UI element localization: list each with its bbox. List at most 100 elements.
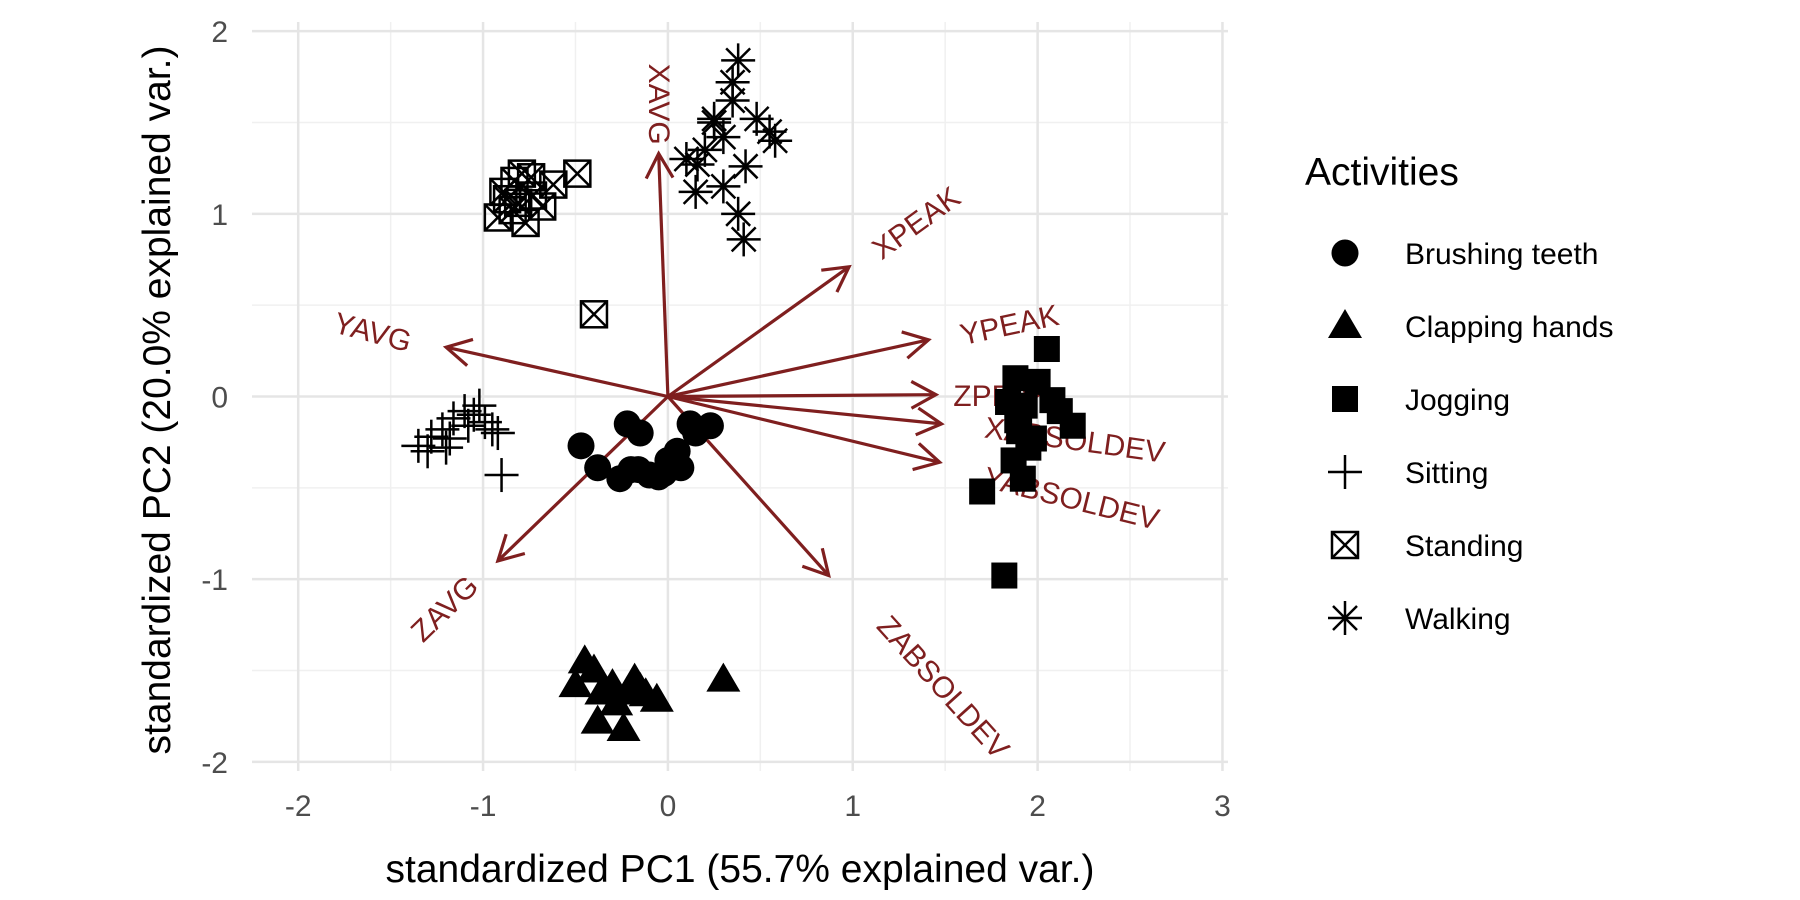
y-tick-label: 1 (211, 199, 228, 232)
legend-label: Jogging (1405, 384, 1510, 417)
loading-yavg: YAVG (330, 307, 669, 399)
legend-key (1332, 386, 1358, 412)
data-point (580, 704, 615, 734)
arrow-label: ZAVG (405, 570, 485, 649)
series-clapping-hands (558, 644, 741, 741)
legend-key (1328, 455, 1362, 489)
arrow-head (901, 330, 932, 360)
data-point (475, 412, 510, 447)
arrow-head (442, 337, 474, 367)
arrow-head (644, 150, 675, 180)
x-tick-label: 1 (844, 790, 861, 823)
arrow-head (912, 442, 943, 472)
data-point (663, 437, 691, 465)
data-point (697, 101, 732, 136)
data-point (706, 169, 741, 204)
data-point (639, 682, 674, 712)
legend-title: Activities (1305, 151, 1459, 194)
series-jogging (969, 336, 1086, 589)
data-point (626, 419, 654, 447)
y-tick-label: 2 (211, 16, 228, 49)
data-point (489, 177, 518, 207)
arrow-label: YAVG (330, 307, 415, 359)
x-tick-label: -1 (470, 790, 497, 823)
data-point (429, 430, 464, 465)
arrow-head (821, 264, 852, 293)
legend-item: Standing (1330, 530, 1523, 563)
data-point (680, 147, 715, 182)
legend-label: Walking (1405, 603, 1511, 636)
data-point (447, 394, 482, 429)
data-point (969, 478, 996, 505)
data-point (558, 668, 593, 698)
data-point (728, 149, 763, 184)
arrow-shaft (445, 345, 669, 399)
data-point (576, 653, 611, 683)
legend-item: Brushing teeth (1331, 238, 1598, 271)
arrow-shaft (657, 153, 670, 397)
data-point (623, 671, 658, 701)
data-point (563, 159, 592, 188)
legend-key (1331, 239, 1359, 267)
legend-item: Jogging (1332, 384, 1510, 417)
legend-item: Walking (1328, 601, 1511, 636)
data-point (432, 421, 467, 456)
data-point (721, 43, 756, 78)
arrow-shaft (667, 394, 942, 426)
data-point (617, 456, 645, 484)
arrow-shaft (667, 338, 929, 399)
arrow-shaft (667, 393, 936, 399)
data-point (462, 388, 497, 423)
series-standing (483, 159, 609, 329)
loading-xabsoldev: XABSOLDEV (667, 394, 1167, 470)
loading-yabsoldev: YABSOLDEV (667, 394, 1162, 537)
arrow-label: XPEAK (866, 181, 966, 267)
data-point (1009, 465, 1036, 492)
data-point (567, 432, 595, 460)
y-tick-label: 0 (211, 382, 228, 415)
data-point (721, 196, 756, 231)
data-point (451, 408, 486, 443)
legend-key (1328, 601, 1362, 635)
data-point (484, 458, 519, 493)
axis-ticks: -2 -1 0 1 2 3 -2 -1 0 1 2 (201, 16, 1230, 823)
series-walking (669, 43, 793, 257)
arrow-head (910, 380, 940, 410)
arrow-label: XAVG (642, 64, 675, 145)
series-sitting (401, 388, 519, 493)
data-point (758, 123, 793, 158)
legend-item: Sitting (1328, 455, 1488, 490)
x-tick-label: 0 (660, 790, 677, 823)
data-point (752, 114, 787, 149)
data-point (726, 222, 761, 257)
data-points (401, 43, 1086, 741)
data-point (480, 416, 515, 451)
arrow-head (915, 406, 945, 437)
data-point (503, 188, 533, 218)
data-point (715, 65, 750, 100)
series-brushing-teeth (567, 410, 724, 493)
data-point (1059, 412, 1086, 439)
legend-label: Brushing teeth (1405, 238, 1598, 271)
x-axis-label: standardized PC1 (55.7% explained var.) (386, 848, 1095, 891)
data-point (706, 662, 741, 692)
data-point (1020, 425, 1047, 452)
data-point (599, 686, 634, 716)
legend-label: Clapping hands (1405, 311, 1614, 344)
data-point (579, 300, 609, 329)
data-point (1033, 336, 1060, 363)
arrow-head (801, 547, 831, 579)
data-point (991, 562, 1018, 589)
legend-label: Standing (1405, 530, 1523, 563)
legend-item: Clapping hands (1328, 309, 1614, 344)
legend: Activities Brushing teeth Clapping hands J… (1305, 151, 1614, 636)
data-point (1002, 365, 1029, 392)
y-tick-label: -1 (201, 564, 228, 597)
arrow-head (495, 533, 526, 564)
x-tick-label: -2 (285, 790, 312, 823)
legend-key (1328, 309, 1362, 338)
y-axis-label: standardized PC2 (20.0% explained var.) (136, 46, 179, 755)
data-point (584, 454, 612, 482)
x-tick-label: 3 (1214, 790, 1231, 823)
